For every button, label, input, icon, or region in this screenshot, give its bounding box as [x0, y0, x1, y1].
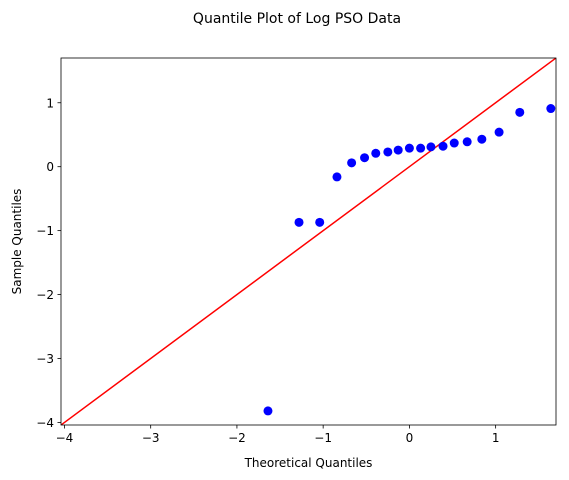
data-point	[416, 143, 426, 153]
reference-line	[61, 58, 556, 425]
x-tick-label: −4	[56, 431, 74, 445]
data-point	[393, 145, 403, 155]
data-point	[426, 142, 436, 152]
x-tick-label: −1	[314, 431, 332, 445]
data-point	[263, 406, 273, 416]
y-tick-label: 0	[46, 160, 54, 174]
data-point	[404, 143, 414, 153]
data-point	[383, 147, 393, 157]
data-point	[449, 138, 459, 148]
y-tick-label: −1	[36, 224, 54, 238]
y-tick-label: 1	[46, 96, 54, 110]
data-point	[515, 107, 525, 117]
data-point	[477, 134, 487, 144]
x-axis-label: Theoretical Quantiles	[244, 456, 373, 470]
y-tick-label: −2	[36, 288, 54, 302]
y-axis-ticks: −4 −3 −2 −1 0 1	[36, 96, 61, 430]
data-point	[347, 158, 357, 168]
x-tick-label: −2	[228, 431, 246, 445]
data-point	[494, 127, 504, 137]
data-point	[332, 172, 342, 182]
data-point	[371, 148, 381, 158]
x-axis-ticks: −4 −3 −2 −1 0 1	[56, 425, 500, 445]
plot-area-frame	[60, 57, 557, 426]
data-point	[294, 217, 304, 227]
data-point	[546, 104, 556, 114]
x-tick-label: −3	[142, 431, 160, 445]
data-points	[263, 104, 556, 416]
x-tick-label: 0	[406, 431, 414, 445]
x-tick-label: 1	[492, 431, 500, 445]
data-point	[462, 137, 472, 147]
data-point	[438, 141, 448, 151]
y-axis-label: Sample Quantiles	[10, 189, 24, 295]
y-tick-label: −4	[36, 416, 54, 430]
data-point	[360, 153, 370, 163]
chart-title: Quantile Plot of Log PSO Data	[193, 11, 401, 27]
y-tick-label: −3	[36, 352, 54, 366]
data-point	[315, 217, 325, 227]
